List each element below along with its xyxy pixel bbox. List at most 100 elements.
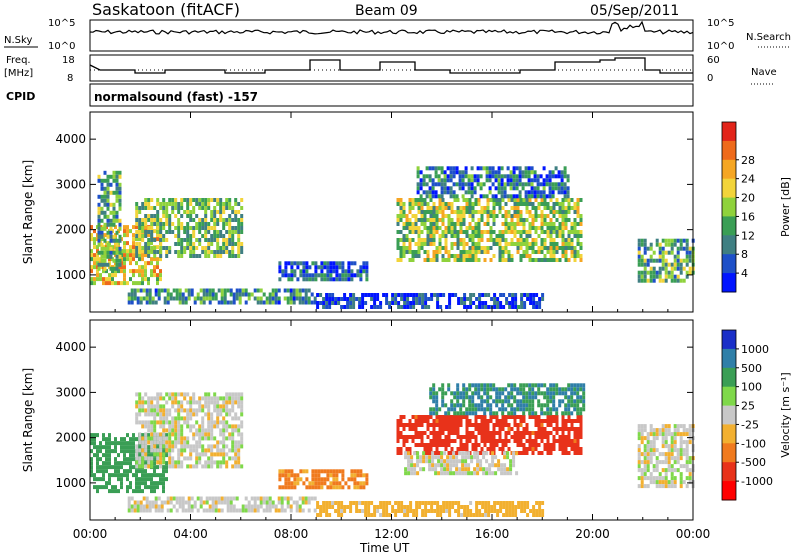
echo-cell	[450, 246, 454, 250]
echo-cell	[519, 222, 523, 226]
echo-cell	[399, 419, 403, 423]
echo-cell	[502, 505, 506, 509]
echo-cell	[126, 241, 129, 246]
echo-cell	[141, 257, 144, 262]
echo-cell	[117, 441, 120, 446]
echo-cell	[447, 443, 451, 447]
echo-cell	[434, 190, 438, 195]
echo-cell	[468, 419, 472, 423]
echo-cell	[238, 296, 242, 301]
echo-cell	[538, 501, 542, 505]
echo-cell	[181, 300, 185, 305]
echo-cell	[472, 513, 476, 517]
echo-cell	[492, 431, 496, 435]
echo-cell	[489, 415, 493, 419]
echo-cell	[421, 297, 425, 301]
echo-cell	[441, 206, 445, 210]
echo-cell	[271, 300, 275, 305]
echo-cell	[652, 250, 656, 255]
echo-cell	[328, 513, 332, 517]
echo-cell	[296, 265, 300, 270]
echo-cell	[141, 456, 145, 461]
echo-cell	[424, 505, 428, 509]
echo-cell	[517, 501, 521, 505]
echo-cell	[102, 477, 105, 482]
echo-cell	[498, 210, 502, 214]
echo-cell	[646, 476, 650, 481]
echo-cell	[541, 501, 545, 505]
echo-cell	[138, 404, 142, 409]
echo-cell	[280, 508, 284, 513]
echo-cell	[159, 218, 163, 222]
colorbar-tick-label: 1000	[741, 343, 769, 356]
echo-cell	[447, 427, 451, 431]
echo-cell	[159, 416, 163, 421]
echo-cell	[664, 456, 668, 461]
echo-cell	[483, 443, 487, 447]
echo-cell	[422, 459, 426, 464]
echo-cell	[147, 485, 150, 490]
echo-cell	[465, 198, 469, 202]
echo-cell	[129, 481, 132, 486]
echo-cell	[643, 476, 647, 481]
echo-cell	[168, 412, 172, 417]
echo-cell	[546, 439, 550, 443]
echo-cell	[142, 496, 146, 501]
echo-cell	[567, 431, 571, 435]
echo-cell	[539, 190, 543, 195]
echo-cell	[552, 202, 556, 206]
echo-cell	[450, 202, 454, 206]
echo-cell	[525, 202, 529, 206]
echo-cell	[106, 182, 110, 187]
echo-cell	[165, 440, 169, 445]
echo-cell	[661, 440, 665, 445]
echo-cell	[522, 435, 526, 439]
echo-cell	[567, 443, 571, 447]
echo-cell	[356, 485, 360, 490]
echo-cell	[459, 411, 463, 416]
echo-cell	[222, 424, 226, 429]
echo-cell	[201, 448, 205, 453]
echo-cell	[504, 226, 508, 230]
echo-cell	[373, 301, 377, 305]
echo-cell	[516, 238, 520, 242]
echo-cell	[223, 500, 227, 505]
echo-cell	[240, 404, 244, 409]
echo-cell	[432, 230, 436, 234]
echo-cell	[531, 395, 535, 400]
echo-cell	[670, 440, 674, 445]
echo-cell	[426, 254, 430, 258]
echo-cell	[225, 408, 229, 413]
echo-cell	[564, 395, 568, 400]
echo-cell	[153, 420, 157, 425]
echo-cell	[456, 246, 460, 250]
echo-cell	[153, 229, 156, 234]
echo-cell	[408, 238, 412, 242]
echo-cell	[509, 471, 513, 476]
echo-cell	[542, 186, 546, 191]
echo-cell	[108, 273, 111, 278]
echo-cell	[156, 265, 159, 270]
echo-cell	[447, 423, 451, 427]
echo-cell	[525, 230, 529, 234]
echo-cell	[489, 439, 493, 443]
echo-cell	[397, 501, 401, 505]
echo-cell	[293, 269, 297, 274]
echo-cell	[573, 419, 577, 423]
echo-cell	[501, 439, 505, 443]
echo-cell	[655, 432, 659, 437]
echo-cell	[649, 428, 653, 433]
echo-cell	[688, 456, 692, 461]
echo-cell	[437, 174, 441, 179]
echo-cell	[510, 451, 514, 455]
echo-cell	[289, 288, 293, 293]
echo-cell	[494, 194, 498, 199]
echo-cell	[356, 269, 360, 274]
echo-cell	[186, 238, 190, 242]
cpid-label: CPID	[6, 90, 35, 103]
echo-cell	[495, 214, 499, 218]
echo-cell	[480, 210, 484, 214]
echo-cell	[537, 423, 541, 427]
echo-cell	[361, 301, 365, 305]
echo-cell	[524, 182, 528, 187]
